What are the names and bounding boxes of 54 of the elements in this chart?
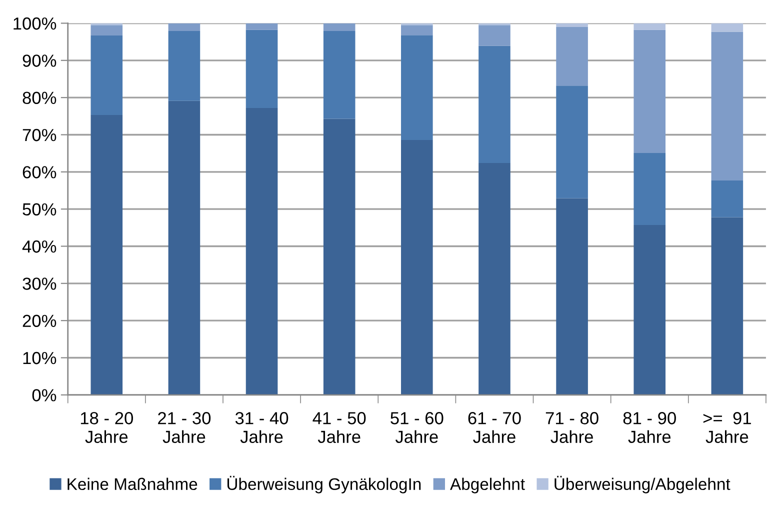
- y-tick-label: 0%: [32, 389, 56, 402]
- bar: [556, 198, 588, 395]
- bar: [401, 25, 433, 36]
- x-tick-label: 81 - 90 Jahre: [623, 412, 676, 444]
- bar: [478, 46, 510, 163]
- bar: [478, 25, 510, 46]
- legend-label: Überweisung/Abgelehnt: [554, 476, 730, 494]
- bar: [401, 35, 433, 140]
- y-tick-label: 20%: [22, 314, 56, 328]
- bar: [246, 30, 278, 108]
- bar: [634, 152, 666, 226]
- x-tick-label: 21 - 30 Jahre: [158, 412, 211, 444]
- bar: [323, 118, 356, 395]
- y-tick-label: 50%: [22, 203, 56, 216]
- bar: [478, 162, 510, 395]
- bar: [556, 86, 588, 198]
- y-tick-label: 90%: [22, 54, 56, 67]
- bar: [634, 23, 666, 30]
- y-tick-label: 80%: [22, 92, 56, 104]
- bar: [246, 108, 278, 395]
- bar: [711, 180, 744, 218]
- bar: [634, 30, 666, 153]
- x-tick-label: 31 - 40 Jahre: [235, 412, 288, 444]
- bar: [711, 32, 744, 180]
- bar: [556, 26, 588, 86]
- bar: [168, 100, 200, 395]
- x-tick-label: 18 - 20 Jahre: [80, 412, 133, 444]
- bar: [90, 115, 123, 395]
- legend-label: Überweisung GynäkologIn: [227, 476, 421, 494]
- x-tick-label: 41 - 50 Jahre: [312, 412, 366, 444]
- y-tick-label: 70%: [22, 128, 56, 142]
- y-tick-label: 100%: [14, 17, 56, 30]
- x-tick-label: 51 - 60 Jahre: [390, 412, 444, 444]
- y-tick-label: 30%: [22, 278, 56, 290]
- y-tick-label: 10%: [23, 352, 56, 364]
- bar: [323, 23, 356, 32]
- bar: [168, 23, 200, 32]
- y-tick-label: 40%: [22, 240, 56, 253]
- bar: [168, 31, 200, 101]
- legend-label: Abgelehnt: [450, 478, 525, 494]
- bar: [711, 23, 744, 32]
- bar: [634, 225, 666, 395]
- bar: [246, 23, 278, 30]
- bar: [556, 23, 588, 27]
- bar: [711, 217, 744, 395]
- x-tick-label: 71 - 80 Jahre: [546, 412, 598, 444]
- bar: [90, 35, 123, 116]
- bar: [90, 25, 123, 36]
- y-tick-label: 60%: [22, 166, 56, 178]
- bar: [401, 140, 433, 395]
- bar: [323, 31, 356, 119]
- x-tick-label: 61 - 70 Jahre: [468, 412, 521, 444]
- x-tick-label: >= 91 Jahre: [703, 412, 751, 444]
- legend-label: Keine Maßnahme: [68, 478, 198, 490]
